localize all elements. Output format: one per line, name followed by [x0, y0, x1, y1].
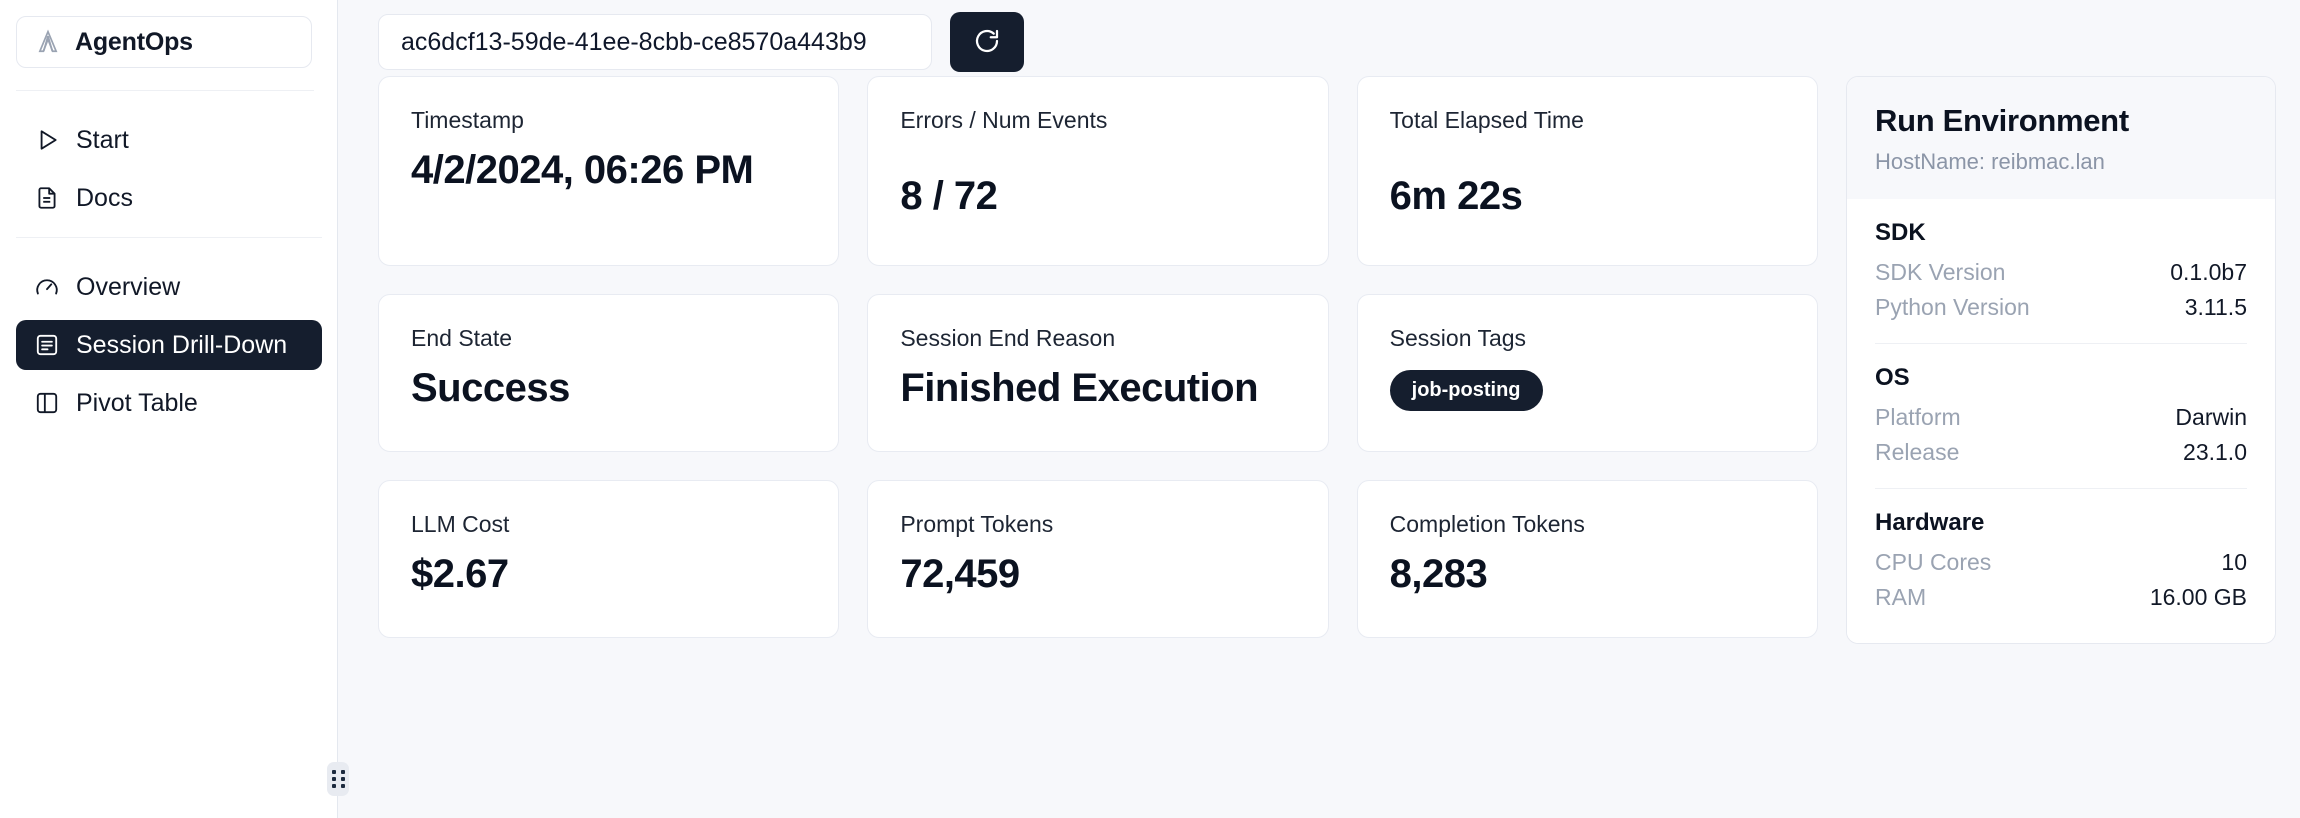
env-section-title: SDK — [1875, 219, 1926, 246]
metric-card-total-elapsed-time: Total Elapsed Time 6m 22s — [1356, 76, 1818, 266]
env-row-value: 0.1.0b7 — [2170, 259, 2247, 285]
sidebar: AgentOps Start — [0, 0, 349, 818]
metric-card-value: 6m 22s — [1389, 174, 1523, 218]
env-row-key: Python Version — [1875, 294, 2030, 320]
metric-card-label: Total Elapsed Time — [1389, 107, 1584, 133]
env-section-title: OS — [1875, 364, 1910, 391]
metric-card-value: Finished Execution — [900, 366, 1259, 410]
metric-card-row-1: Timestamp 4/2/2024, 06:26 PM Errors / Nu… — [378, 76, 1818, 266]
metric-card-label: LLM Cost — [411, 511, 510, 537]
sidebar-item-docs[interactable]: Docs — [16, 173, 322, 223]
metric-cards-grid: Timestamp 4/2/2024, 06:26 PM Errors / Nu… — [378, 76, 1818, 666]
metric-card-value: 8 / 72 — [900, 174, 998, 218]
run-environment-panel: Run Environment HostName: reibmac.lan SD… — [1846, 76, 2276, 644]
metric-card-label: Session End Reason — [900, 325, 1116, 351]
env-row-value: 10 — [2221, 549, 2247, 575]
list-panel-icon — [34, 332, 60, 358]
metric-card-label: Errors / Num Events — [900, 107, 1108, 133]
session-id-input[interactable] — [378, 14, 932, 70]
sidebar-item-label-overview: Overview — [76, 272, 181, 301]
status-badge-session-tag[interactable]: job-posting — [1389, 370, 1543, 411]
document-icon — [34, 185, 60, 211]
env-row-key: RAM — [1875, 584, 1927, 610]
sidebar-item-label-docs: Docs — [76, 183, 133, 212]
env-section-hardware: Hardware CPU Cores 10 RAM 16.00 GB — [1875, 488, 2247, 615]
main-content: Timestamp 4/2/2024, 06:26 PM Errors / Nu… — [338, 0, 2300, 818]
metric-card-label: Timestamp — [411, 107, 524, 133]
metric-card-errors-num-events: Errors / Num Events 8 / 72 — [867, 76, 1329, 266]
metric-card-value: 4/2/2024, 06:26 PM — [411, 148, 754, 192]
metric-card-label: Prompt Tokens — [900, 511, 1054, 537]
env-section-os: OS Platform Darwin Release 23.1.0 — [1875, 343, 2247, 470]
run-environment-header: Run Environment HostName: reibmac.lan — [1847, 77, 2275, 199]
metric-card-value: Success — [411, 366, 570, 410]
metric-card-label: Session Tags — [1389, 325, 1527, 351]
env-row: CPU Cores 10 — [1875, 545, 2247, 580]
sidebar-item-pivot-table[interactable]: Pivot Table — [16, 378, 322, 428]
env-row-value: 16.00 GB — [2149, 584, 2247, 610]
refresh-button[interactable] — [950, 12, 1024, 72]
env-row-value: 3.11.5 — [2184, 294, 2247, 320]
refresh-icon — [972, 26, 1002, 59]
env-section-sdk: SDK SDK Version 0.1.0b7 Python Version 3… — [1875, 199, 2247, 325]
env-row-value: 23.1.0 — [2183, 439, 2247, 465]
metric-card-label: End State — [411, 325, 513, 351]
env-row-key: SDK Version — [1875, 259, 2006, 285]
metric-card-llm-cost: LLM Cost $2.67 — [378, 480, 840, 638]
metric-card-end-state: End State Success — [378, 294, 840, 452]
env-section-title: Hardware — [1875, 509, 1985, 536]
metric-card-session-end-reason: Session End Reason Finished Execution — [867, 294, 1329, 452]
metric-card-prompt-tokens: Prompt Tokens 72,459 — [867, 480, 1329, 638]
metric-card-row-2: End State Success Session End Reason Fin… — [378, 294, 1818, 452]
env-row: Platform Darwin — [1875, 400, 2247, 435]
gauge-icon — [34, 274, 60, 300]
drag-handle-icon[interactable] — [327, 762, 349, 796]
metric-card-session-tags: Session Tags job-posting — [1356, 294, 1818, 452]
run-environment-hostname: HostName: reibmac.lan — [1875, 149, 2105, 174]
sidebar-item-label-start: Start — [76, 125, 129, 154]
run-environment-body: SDK SDK Version 0.1.0b7 Python Version 3… — [1847, 199, 2275, 643]
brand-name: AgentOps — [75, 27, 193, 56]
metric-card-timestamp: Timestamp 4/2/2024, 06:26 PM — [378, 76, 840, 266]
env-row-key: CPU Cores — [1875, 549, 1992, 575]
metric-card-completion-tokens: Completion Tokens 8,283 — [1356, 480, 1818, 638]
env-row-key: Platform — [1875, 404, 1961, 430]
env-row: RAM 16.00 GB — [1875, 580, 2247, 615]
env-row: Python Version 3.11.5 — [1875, 290, 2247, 325]
sidebar-item-label-pivot-table: Pivot Table — [76, 388, 198, 417]
paperclip-logo-icon — [35, 29, 61, 55]
brand-button[interactable]: AgentOps — [16, 16, 312, 68]
dashboard-content: Timestamp 4/2/2024, 06:26 PM Errors / Nu… — [378, 76, 2276, 666]
env-row-key: Release — [1875, 439, 1960, 465]
metric-card-row-3: LLM Cost $2.67 Prompt Tokens 72,459 Comp… — [378, 480, 1818, 638]
sidebar-item-overview[interactable]: Overview — [16, 262, 322, 312]
sidebar-item-label-session-drill-down: Session Drill-Down — [76, 330, 288, 359]
metric-card-value: 72,459 — [900, 552, 1020, 596]
env-row-value: Darwin — [2175, 404, 2247, 430]
sidebar-item-session-drill-down[interactable]: Session Drill-Down — [16, 320, 322, 370]
metric-card-value: 8,283 — [1389, 552, 1488, 596]
env-row: SDK Version 0.1.0b7 — [1875, 255, 2247, 290]
sidebar-divider-top — [16, 90, 314, 91]
brand-wrapper: AgentOps — [0, 0, 338, 91]
sidebar-divider-mid — [16, 237, 322, 238]
columns-icon — [34, 390, 60, 416]
run-environment-title: Run Environment — [1875, 103, 2129, 138]
sidebar-item-start[interactable]: Start — [16, 115, 322, 165]
metric-card-value: $2.67 — [411, 552, 509, 596]
topbar — [378, 0, 2276, 76]
sidebar-nav-primary: Start Docs — [0, 91, 338, 223]
env-row: Release 23.1.0 — [1875, 435, 2247, 470]
metric-card-label: Completion Tokens — [1389, 511, 1585, 537]
sidebar-nav-secondary: Overview Session Drill-Down — [0, 238, 338, 428]
play-triangle-icon — [34, 127, 60, 153]
